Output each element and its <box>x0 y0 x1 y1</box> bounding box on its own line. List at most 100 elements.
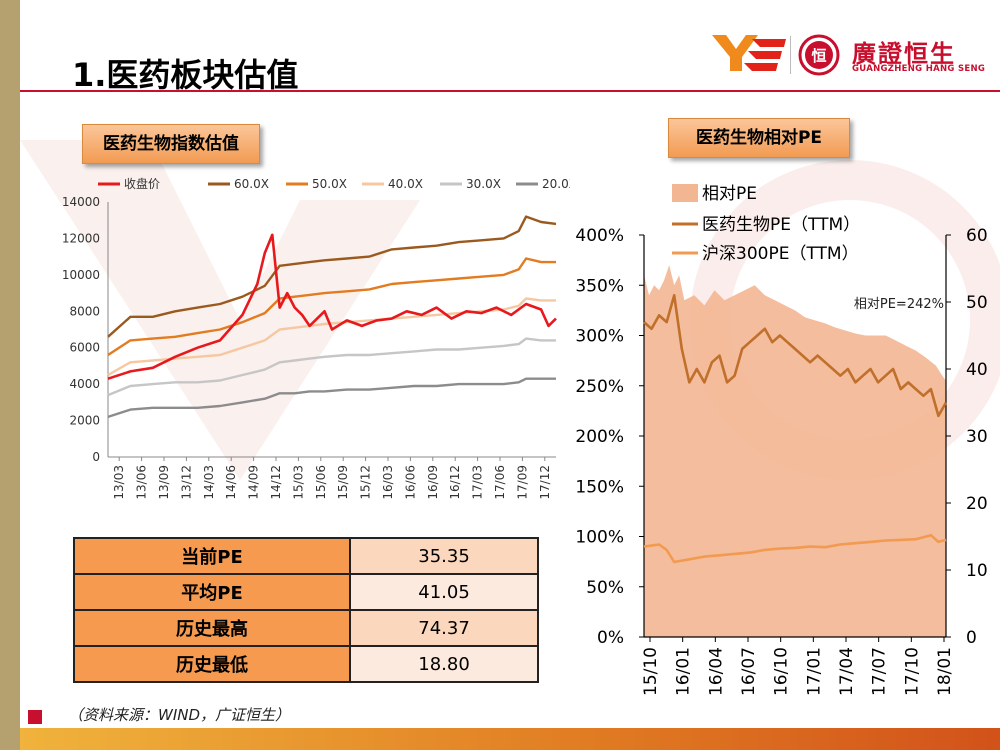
legend-label: 医药生物PE（TTM） <box>702 215 860 235</box>
table-row: 历史最低 18.80 <box>72 645 539 683</box>
x-tick-label: 15/12 <box>359 465 373 500</box>
x-tick-label: 17/10 <box>902 647 922 696</box>
y-tick-label: 2000 <box>69 414 100 428</box>
legend-label: 相对PE <box>702 184 757 204</box>
relative-pe-area <box>644 265 946 637</box>
bottom-accent-bar <box>20 728 1000 750</box>
x-tick-label: 15/03 <box>291 465 305 500</box>
x-tick-label: 17/01 <box>804 647 824 696</box>
right-y-tick-label: 40 <box>966 360 988 380</box>
left-y-tick-label: 0% <box>597 628 624 648</box>
legend-label: 20.0X <box>542 177 570 191</box>
x-tick-label: 17/03 <box>471 465 485 500</box>
x-tick-label: 16/09 <box>426 465 440 500</box>
x-tick-label: 17/09 <box>515 465 529 500</box>
x-tick-label: 15/06 <box>314 465 328 500</box>
seal-char: 恒 <box>811 47 826 65</box>
x-tick-label: 16/06 <box>403 465 417 500</box>
series-line-0 <box>107 233 557 380</box>
left-chart-title: 医药生物指数估值 <box>82 124 260 164</box>
table-row: 当前PE 35.35 <box>72 537 539 575</box>
x-tick-label: 13/09 <box>157 465 171 500</box>
y-tick-label: 0 <box>92 450 100 464</box>
y-tick-label: 6000 <box>69 341 100 355</box>
right-chart-title: 医药生物相对PE <box>668 118 850 158</box>
footer-bullet <box>28 710 42 724</box>
logo-name-cn: 廣證恒生 <box>852 40 956 68</box>
x-tick-label: 16/12 <box>448 465 462 500</box>
left-y-tick-label: 250% <box>575 377 624 397</box>
y-tick-label: 4000 <box>69 377 100 391</box>
series-line-3 <box>107 297 556 377</box>
left-y-tick-label: 150% <box>575 477 624 497</box>
stat-label: 历史最高 <box>72 609 352 647</box>
legend-label: 50.0X <box>312 177 347 191</box>
pe-stats-table: 当前PE 35.35 平均PE 41.05 历史最高 74.37 历史最低 18… <box>72 537 539 683</box>
x-tick-label: 15/09 <box>336 465 350 500</box>
stat-value: 35.35 <box>349 537 539 575</box>
x-tick-label: 16/04 <box>706 647 726 696</box>
legend-label: 30.0X <box>466 177 501 191</box>
x-tick-label: 13/03 <box>112 465 126 500</box>
legend-label: 收盘价 <box>124 176 160 191</box>
stat-value: 74.37 <box>349 609 539 647</box>
x-tick-label: 17/12 <box>538 465 552 500</box>
right-y-tick-label: 20 <box>966 494 988 514</box>
legend-label: 沪深300PE（TTM） <box>702 244 859 264</box>
right-y-tick-label: 10 <box>966 561 988 581</box>
right-y-tick-label: 30 <box>966 427 988 447</box>
series-line-4 <box>107 337 556 397</box>
right-y-tick-label: 60 <box>966 226 988 246</box>
logo-name-en: GUANGZHENG HANG SENG <box>852 64 986 74</box>
left-accent-bar <box>0 0 20 750</box>
y-tick-label: 8000 <box>69 304 100 318</box>
stat-value: 41.05 <box>349 573 539 611</box>
right-y-tick-label: 0 <box>966 628 977 648</box>
hang-seng-seal-icon: 恒 <box>798 34 840 76</box>
left-y-tick-label: 100% <box>575 528 624 548</box>
stat-label: 平均PE <box>72 573 352 611</box>
series-line-2 <box>107 257 556 357</box>
y-tick-label: 10000 <box>62 268 100 282</box>
y-tick-label: 14000 <box>62 195 100 209</box>
left-y-tick-label: 300% <box>575 327 624 347</box>
page-title: 1.医药板块估值 <box>72 56 299 94</box>
relative-pe-chart: 0% 50% 100% 150% 200% 250% 300% 350% 400% 0 10 20 30… <box>575 184 988 696</box>
left-y-tick-label: 400% <box>575 226 624 246</box>
left-y-tick-label: 50% <box>586 578 624 598</box>
stat-label: 历史最低 <box>72 645 352 683</box>
pe-band-chart: 0 2000 4000 6000 8000 10000 12000 14000 13/03 13/… <box>62 176 570 500</box>
stat-value: 18.80 <box>349 645 539 683</box>
title-underline <box>20 90 1000 92</box>
x-tick-label: 14/06 <box>224 465 238 500</box>
x-tick-label: 14/12 <box>269 465 283 500</box>
legend-swatch <box>672 184 698 202</box>
table-row: 历史最高 74.37 <box>72 609 539 647</box>
y-tick-label: 12000 <box>62 231 100 245</box>
logo-divider <box>790 36 791 74</box>
x-tick-label: 14/09 <box>247 465 261 500</box>
series-line-2 <box>643 533 947 564</box>
left-y-tick-label: 350% <box>575 276 624 296</box>
series-line-5 <box>107 377 556 419</box>
relative-pe-annotation: 相对PE=242% <box>854 297 944 312</box>
x-tick-label: 18/01 <box>935 647 955 696</box>
ye-logo-icon <box>712 35 786 71</box>
x-tick-label: 13/12 <box>179 465 193 500</box>
legend-label: 40.0X <box>388 177 423 191</box>
right-y-tick-label: 50 <box>966 293 988 313</box>
x-tick-label: 17/04 <box>837 647 857 696</box>
x-tick-label: 14/03 <box>202 465 216 500</box>
x-tick-label: 13/06 <box>135 465 149 500</box>
x-tick-label: 16/07 <box>739 647 759 696</box>
x-tick-label: 17/07 <box>870 647 890 696</box>
x-tick-label: 16/03 <box>381 465 395 500</box>
table-row: 平均PE 41.05 <box>72 573 539 611</box>
stat-label: 当前PE <box>72 537 352 575</box>
left-y-tick-label: 200% <box>575 427 624 447</box>
x-tick-label: 17/06 <box>493 465 507 500</box>
source-note: （资料来源：WIND，广证恒生） <box>68 706 291 724</box>
x-tick-label: 16/10 <box>772 647 792 696</box>
x-tick-label: 15/10 <box>641 647 661 696</box>
legend-label: 60.0X <box>234 177 269 191</box>
